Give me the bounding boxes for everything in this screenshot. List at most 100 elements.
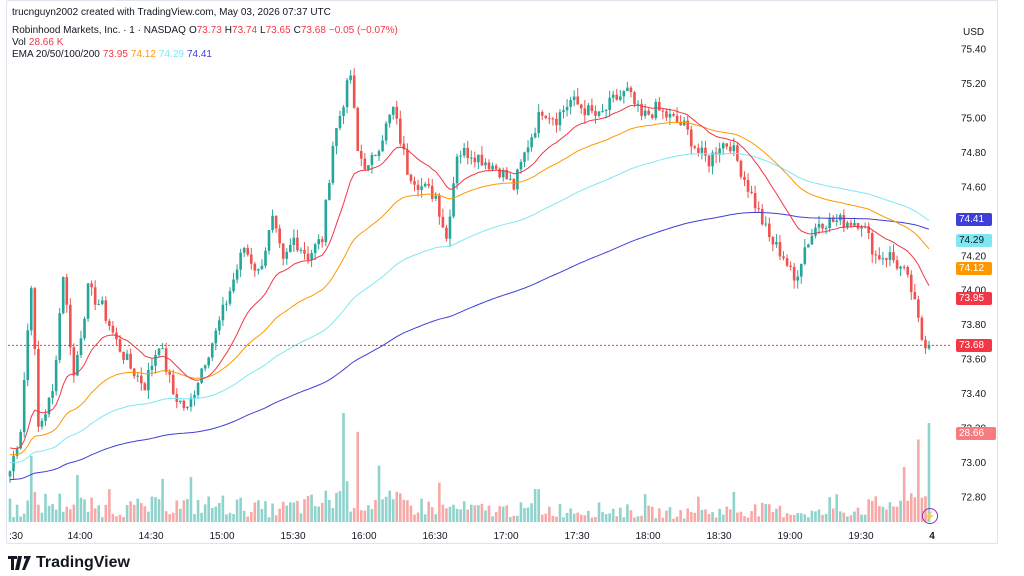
volume-bar <box>917 439 920 522</box>
volume-bar <box>494 512 498 522</box>
volume-bar <box>501 506 505 522</box>
candle <box>743 171 746 187</box>
volume-bar <box>108 489 111 522</box>
time-tick-label: 17:00 <box>493 531 518 542</box>
tradingview-logo[interactable]: TradingView <box>8 553 130 573</box>
volume-bar <box>221 495 225 522</box>
volume-bar <box>186 499 189 522</box>
candle <box>807 243 810 248</box>
volume-bar <box>757 516 760 522</box>
volume-bar <box>799 513 803 522</box>
volume-bar <box>622 517 626 522</box>
volume-bar <box>484 510 487 522</box>
time-tick-label: 16:00 <box>351 531 376 542</box>
volume-bar <box>505 505 509 522</box>
candle <box>870 230 874 263</box>
candle <box>225 300 228 312</box>
volume-label[interactable]: Vol <box>12 37 26 48</box>
volume-bar <box>721 514 725 522</box>
candle <box>345 78 349 114</box>
volume-bar <box>210 507 214 522</box>
candle <box>853 217 856 227</box>
symbol-name[interactable]: Robinhood Markets, Inc. · 1 · NASDAQ <box>12 25 186 36</box>
candle <box>72 343 76 383</box>
candle <box>633 91 636 107</box>
volume-bar <box>579 514 583 522</box>
volume-bar <box>516 515 519 522</box>
candle <box>161 342 164 350</box>
volume-bar <box>47 505 51 522</box>
volume-bar <box>725 506 729 522</box>
candle <box>395 100 399 125</box>
volume-bar <box>544 513 548 522</box>
candle <box>54 355 58 396</box>
volume-bar <box>359 510 363 522</box>
volume-bar <box>838 511 842 522</box>
candle <box>792 262 796 289</box>
candle <box>661 108 665 120</box>
candle <box>108 318 111 331</box>
volume-bar <box>682 518 686 522</box>
candle <box>189 393 193 412</box>
volume-bars <box>8 413 931 522</box>
candle <box>143 381 147 391</box>
candle <box>179 400 182 405</box>
candle <box>789 261 792 271</box>
candle <box>501 167 505 182</box>
candle <box>51 384 54 405</box>
ema-label[interactable]: EMA 20/50/100/200 <box>12 49 100 60</box>
volume-bar <box>803 514 807 522</box>
volume-bar <box>551 515 555 522</box>
volume-bar <box>732 491 736 522</box>
volume-bar <box>895 506 899 522</box>
candle <box>906 265 910 278</box>
volume-bar <box>12 517 15 522</box>
volume-bar <box>658 508 661 522</box>
volume-bar <box>853 511 856 522</box>
volume-bar <box>150 496 154 522</box>
candle <box>129 348 132 370</box>
volume-bar <box>22 513 26 522</box>
volume-bar <box>296 500 299 522</box>
volume-bar <box>328 499 331 522</box>
volume-bar <box>242 510 246 522</box>
volume-bar <box>512 515 516 522</box>
candle <box>242 246 246 257</box>
volume-bar <box>83 499 86 522</box>
candle <box>828 212 831 233</box>
volume-bar <box>601 512 604 522</box>
time-tick-label: 14:00 <box>67 531 92 542</box>
candle <box>111 321 115 335</box>
ema20-line <box>9 104 930 450</box>
volume-bar <box>402 499 406 522</box>
ema200-value: 74.41 <box>186 49 212 60</box>
volume-bar <box>785 513 789 522</box>
volume-bar <box>562 517 565 522</box>
volume-bar <box>672 518 675 522</box>
lightning-icon[interactable]: ⚡ <box>922 508 938 524</box>
volume-bar <box>629 510 633 522</box>
candle <box>455 153 459 190</box>
candle <box>260 259 264 270</box>
volume-bar <box>491 516 494 522</box>
volume-bar <box>388 490 391 522</box>
volume-bar <box>636 516 640 522</box>
volume-bar <box>430 507 434 522</box>
volume-bar <box>714 517 718 522</box>
volume-bar <box>455 508 459 522</box>
volume-bar <box>469 504 473 522</box>
candle <box>888 246 892 267</box>
candle <box>139 367 143 391</box>
volume-bar <box>842 512 846 522</box>
candle <box>69 298 72 356</box>
candle <box>619 90 622 102</box>
volume-bar <box>807 517 810 522</box>
candle <box>303 242 306 260</box>
volume-bar <box>147 511 150 522</box>
volume-bar <box>249 511 253 522</box>
volume-bar <box>867 499 870 522</box>
candle <box>689 125 693 155</box>
volume-bar <box>778 505 782 522</box>
candle <box>249 247 253 270</box>
